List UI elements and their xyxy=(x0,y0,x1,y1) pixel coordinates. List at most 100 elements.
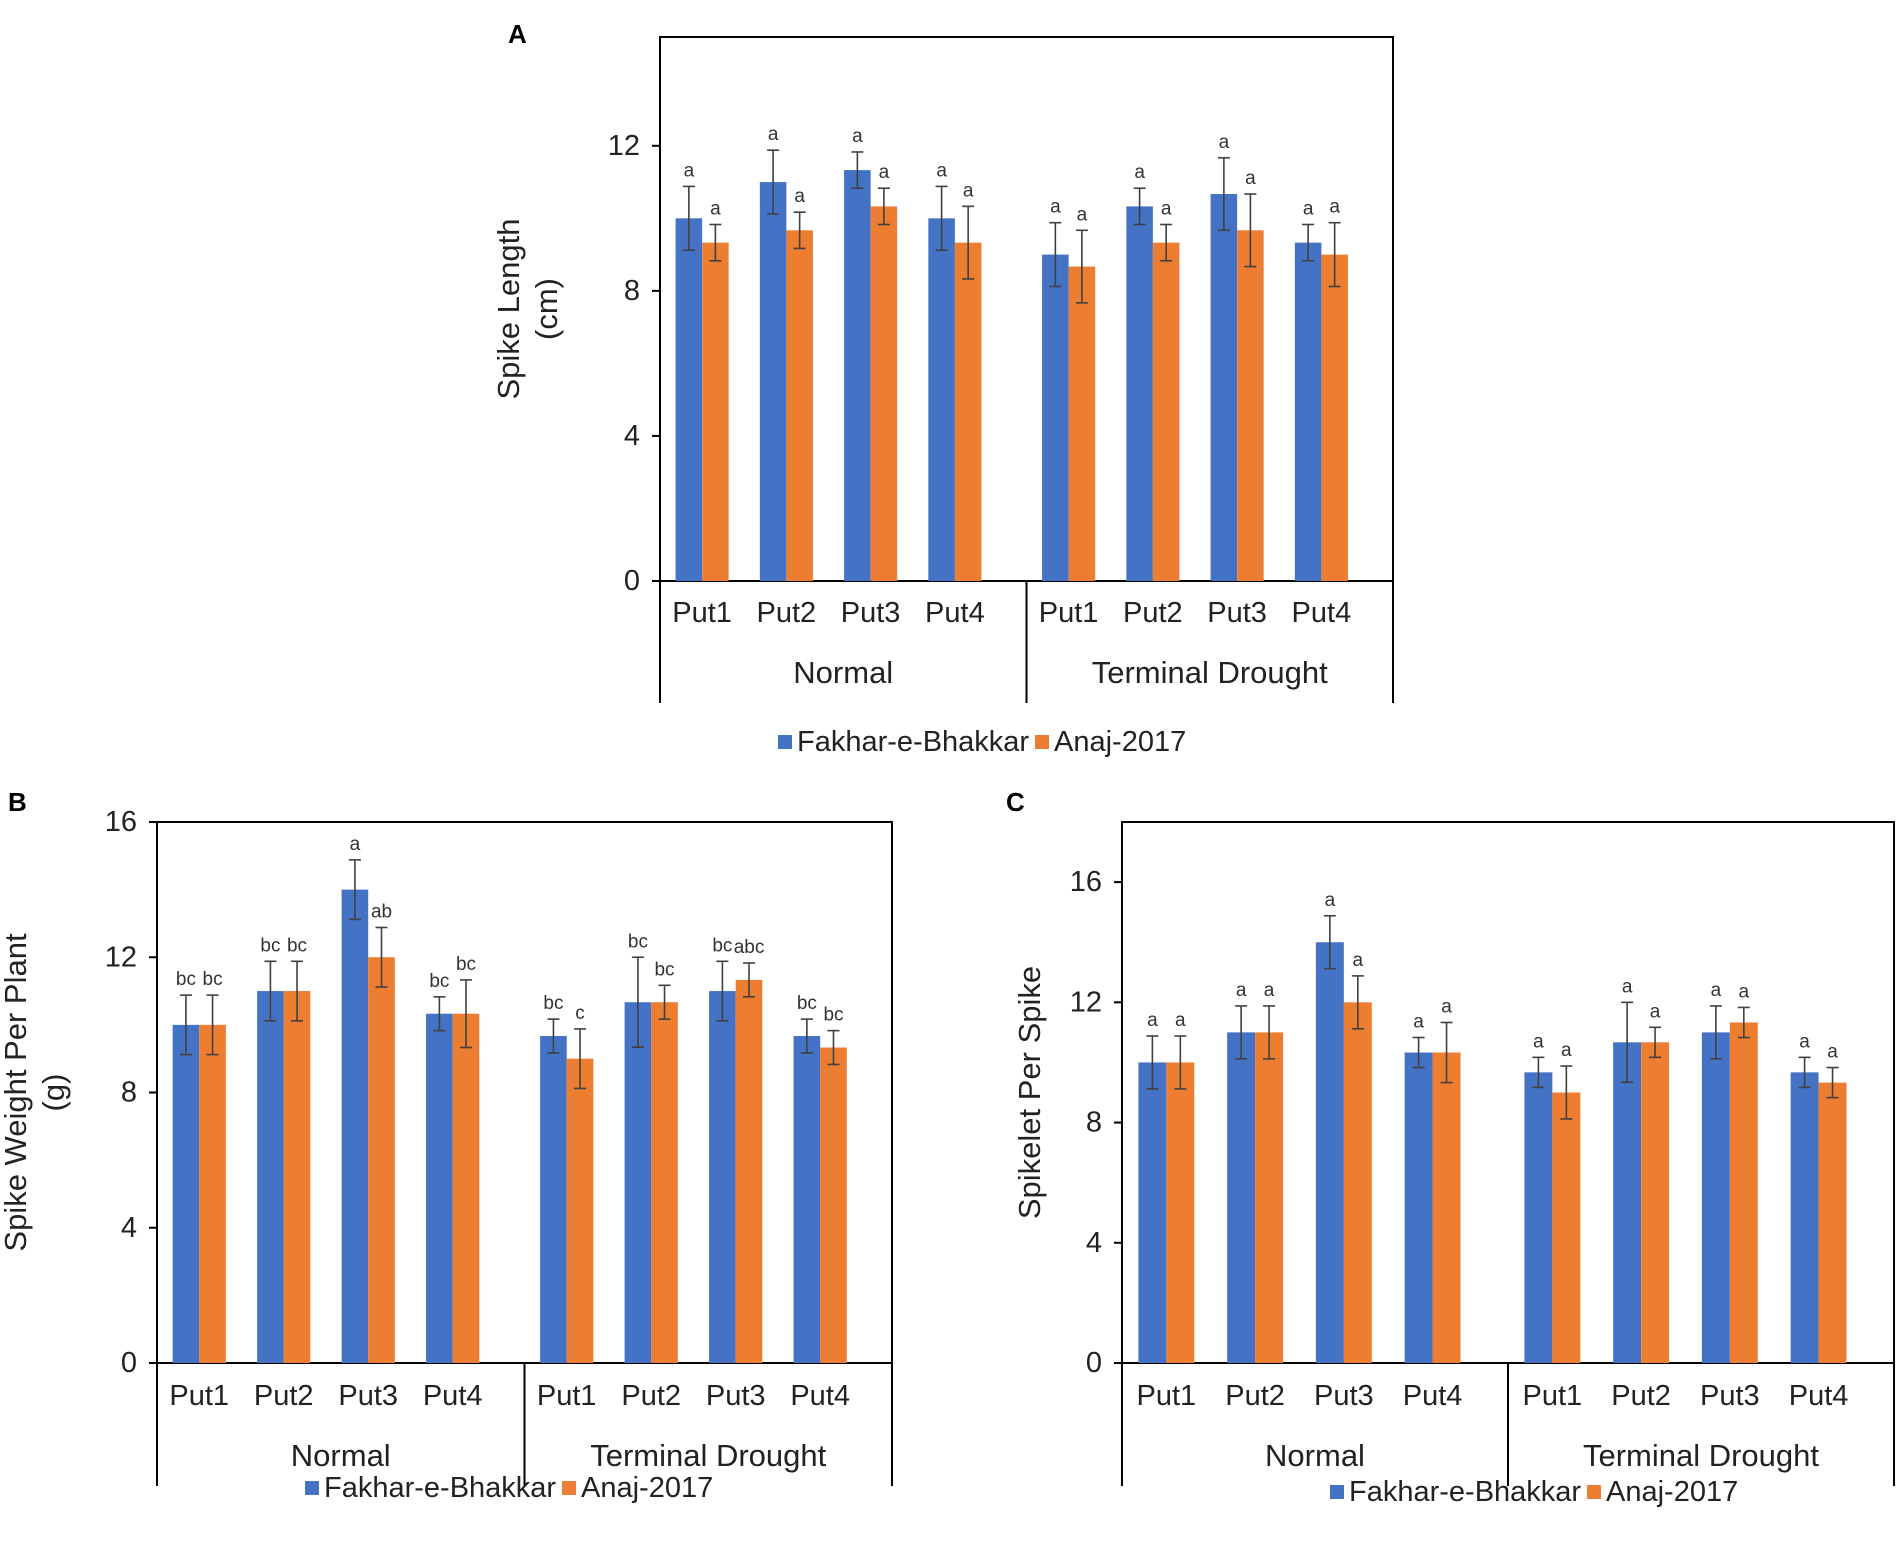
bar-fakhar-e-bhakkar xyxy=(928,218,955,582)
significance-label: bc xyxy=(712,935,732,956)
significance-label: a xyxy=(1175,1010,1186,1031)
significance-label: a xyxy=(710,198,721,219)
significance-label: a xyxy=(1799,1031,1810,1052)
category-label: Put2 xyxy=(621,1380,681,1412)
bar-anaj-2017 xyxy=(1641,1042,1670,1363)
group-label: Normal xyxy=(291,1438,391,1473)
legend-label-anaj-2017: Anaj-2017 xyxy=(1054,726,1186,758)
bar-anaj-2017 xyxy=(1432,1052,1461,1363)
bar-anaj-2017 xyxy=(368,957,395,1363)
y-tick-label: 4 xyxy=(121,1212,137,1244)
bar-fakhar-e-bhakkar xyxy=(624,1002,652,1363)
significance-label: a xyxy=(1245,168,1256,189)
bar-anaj-2017 xyxy=(283,991,311,1363)
significance-label: a xyxy=(1622,976,1633,997)
category-label: Put2 xyxy=(1225,1380,1285,1412)
bar-anaj-2017 xyxy=(1552,1092,1581,1363)
panel-letter: B xyxy=(8,787,27,817)
bar-fakhar-e-bhakkar xyxy=(1210,194,1238,581)
significance-label: a xyxy=(1441,996,1452,1017)
bar-anaj-2017 xyxy=(1343,1002,1372,1363)
significance-label: a xyxy=(794,186,805,207)
group-label: Terminal Drought xyxy=(1583,1438,1819,1473)
category-label: Put4 xyxy=(1292,597,1352,629)
y-axis-label: Spikelet Per Spike xyxy=(1012,966,1047,1219)
significance-label: a xyxy=(1533,1031,1544,1052)
significance-label: a xyxy=(1325,890,1336,911)
significance-label: a xyxy=(879,162,890,183)
y-tick-label: 8 xyxy=(624,275,640,307)
significance-label: a xyxy=(963,180,974,201)
category-label: Put4 xyxy=(790,1380,850,1412)
category-label: Put3 xyxy=(706,1380,766,1412)
category-label: Put4 xyxy=(423,1380,483,1412)
legend-swatch-fakhar-e-bhakkar xyxy=(1330,1485,1344,1499)
bar-anaj-2017 xyxy=(735,979,763,1363)
category-label: Put3 xyxy=(841,597,901,629)
bar-anaj-2017 xyxy=(1237,230,1264,581)
bar-anaj-2017 xyxy=(786,230,813,581)
category-label: Put2 xyxy=(1611,1380,1671,1412)
significance-label: bc xyxy=(260,935,280,956)
bar-fakhar-e-bhakkar xyxy=(675,218,703,582)
y-tick-label: 16 xyxy=(1070,866,1102,898)
significance-label: a xyxy=(350,834,361,855)
legend-label-anaj-2017: Anaj-2017 xyxy=(581,1472,713,1504)
bar-fakhar-e-bhakkar xyxy=(540,1036,567,1363)
bar-anaj-2017 xyxy=(199,1024,226,1363)
bar-fakhar-e-bhakkar xyxy=(1227,1032,1256,1363)
significance-label: a xyxy=(1353,950,1364,971)
significance-label: abc xyxy=(734,937,765,958)
category-label: Put4 xyxy=(925,597,985,629)
significance-label: bc xyxy=(456,954,476,975)
significance-label: a xyxy=(1219,132,1230,153)
y-axis-label-line: Spike Weight Per Plant xyxy=(0,933,33,1252)
y-tick-label: 4 xyxy=(624,420,640,452)
category-label: Put1 xyxy=(672,597,732,629)
bar-anaj-2017 xyxy=(1152,242,1180,581)
significance-label: a xyxy=(1329,197,1340,218)
significance-label: bc xyxy=(203,969,223,990)
bar-anaj-2017 xyxy=(702,242,729,581)
significance-label: bc xyxy=(429,971,449,992)
bar-fakhar-e-bhakkar xyxy=(1042,254,1069,581)
bar-fakhar-e-bhakkar xyxy=(1524,1072,1553,1363)
significance-label: c xyxy=(575,1003,585,1024)
bar-fakhar-e-bhakkar xyxy=(759,182,787,582)
category-label: Put2 xyxy=(757,597,817,629)
significance-label: bc xyxy=(628,931,648,952)
category-label: Put2 xyxy=(1123,597,1183,629)
legend-label-fakhar-e-bhakkar: Fakhar-e-Bhakkar xyxy=(1349,1476,1581,1508)
significance-label: a xyxy=(1303,198,1314,219)
y-tick-label: 16 xyxy=(105,806,137,838)
category-label: Put1 xyxy=(169,1380,229,1412)
significance-label: a xyxy=(1050,197,1061,218)
bar-fakhar-e-bhakkar xyxy=(709,991,736,1363)
bar-fakhar-e-bhakkar xyxy=(341,889,369,1363)
y-tick-label: 0 xyxy=(624,565,640,597)
bar-fakhar-e-bhakkar xyxy=(1613,1042,1642,1363)
bar-fakhar-e-bhakkar xyxy=(1138,1062,1167,1363)
bar-fakhar-e-bhakkar xyxy=(257,991,284,1363)
y-axis-label-line: Spike Length xyxy=(491,219,526,400)
bar-anaj-2017 xyxy=(870,206,898,581)
bar-fakhar-e-bhakkar xyxy=(1126,206,1153,581)
bar-anaj-2017 xyxy=(820,1047,847,1363)
bar-anaj-2017 xyxy=(452,1013,480,1363)
bar-anaj-2017 xyxy=(1729,1022,1758,1363)
significance-label: a xyxy=(1077,204,1088,225)
group-label: Normal xyxy=(1265,1438,1365,1473)
significance-label: a xyxy=(936,160,947,181)
legend-swatch-fakhar-e-bhakkar xyxy=(305,1481,319,1495)
bar-anaj-2017 xyxy=(566,1058,594,1363)
legend-swatch-anaj-2017 xyxy=(1035,735,1049,749)
category-label: Put2 xyxy=(254,1380,314,1412)
significance-label: bc xyxy=(287,935,307,956)
significance-label: a xyxy=(1827,1042,1838,1063)
bar-fakhar-e-bhakkar xyxy=(793,1036,821,1363)
significance-label: a xyxy=(1650,1001,1661,1022)
bar-fakhar-e-bhakkar xyxy=(1701,1032,1730,1363)
